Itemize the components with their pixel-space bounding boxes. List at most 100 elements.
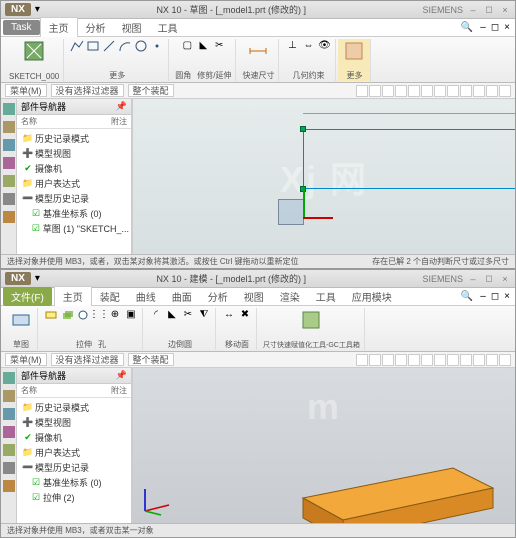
restore-icon[interactable]: ◻ [483,4,495,16]
chamfer-icon[interactable]: ◣ [165,308,179,322]
close-icon[interactable]: × [499,273,511,285]
doc-minimize-icon[interactable]: – [477,22,489,34]
rectangle-icon[interactable] [86,39,100,53]
minimize-icon[interactable]: – [467,273,479,285]
delete-face-icon[interactable]: ✖ [238,308,252,322]
show-cons-icon[interactable]: 👁 [317,39,331,53]
tab-home[interactable]: 主页 [54,286,92,307]
mini-icon[interactable] [473,85,485,97]
shell-icon[interactable]: ▣ [124,308,138,322]
trim-icon[interactable]: ✂ [212,39,226,53]
dim-horizontal[interactable] [303,113,515,114]
nav-icon[interactable] [3,139,15,151]
mini-icon[interactable] [460,354,472,366]
trim-body-icon[interactable]: ✂ [181,308,195,322]
panel-pin-icon[interactable]: 📌 [116,101,127,112]
mini-icon[interactable] [421,85,433,97]
mini-icon[interactable] [421,354,433,366]
mini-icon[interactable] [356,85,368,97]
datum-plane-icon[interactable] [44,308,58,322]
restore-icon[interactable]: ◻ [483,273,495,285]
doc-close-icon[interactable]: × [501,291,513,303]
tree-model-hist[interactable]: ➖模型历史记录 [19,460,129,475]
pattern-icon[interactable]: ⋮⋮ [92,308,106,322]
mini-icon[interactable] [499,354,511,366]
fillet-icon[interactable]: ▢ [180,39,194,53]
graphics-canvas[interactable]: Xj 网 [132,99,515,254]
sketch-handle[interactable] [300,126,306,132]
mini-icon[interactable] [447,85,459,97]
nav-icon[interactable] [3,121,15,133]
mini-icon[interactable] [395,354,407,366]
edge-blend-icon[interactable]: ◜ [149,308,163,322]
mini-icon[interactable] [499,85,511,97]
mini-icon[interactable] [486,354,498,366]
filter-select[interactable]: 没有选择过滤器 [51,353,124,366]
geo-cons-icon[interactable]: ⊥ [285,39,299,53]
circle-icon[interactable] [134,39,148,53]
search-icon[interactable]: 🔍 [457,291,477,302]
sketch-rectangle[interactable] [303,129,515,189]
more-icon[interactable] [342,39,366,63]
mini-icon[interactable] [434,85,446,97]
nav-icon[interactable] [3,103,15,115]
tab-tools[interactable]: 工具 [150,18,186,37]
mini-icon[interactable] [473,354,485,366]
nav-icon[interactable] [3,444,15,456]
mini-icon[interactable] [382,354,394,366]
tab-curve[interactable]: 曲线 [128,287,164,306]
hole-icon[interactable] [76,308,90,322]
tree-model-hist[interactable]: ➖模型历史记录 [19,191,129,206]
tree-user-exp[interactable]: 📁用户表达式 [19,176,129,191]
profile-icon[interactable] [70,39,84,53]
nav-icon[interactable] [3,372,15,384]
doc-minimize-icon[interactable]: – [477,291,489,303]
extrude-solid[interactable] [283,428,515,523]
nav-icon[interactable] [3,408,15,420]
extrude-icon[interactable] [60,308,74,322]
rapid-dim-icon[interactable] [246,39,270,63]
unite-icon[interactable]: ⊕ [108,308,122,322]
menu-button[interactable]: 菜单(M) [5,84,47,97]
nav-icon[interactable] [3,157,15,169]
gc-toolkit-icon[interactable] [299,308,323,332]
nav-icon[interactable] [3,480,15,492]
tree-history-mode[interactable]: 📁历史记录模式 [19,131,129,146]
mini-icon[interactable] [434,354,446,366]
tab-home[interactable]: 主页 [40,17,78,38]
tab-view[interactable]: 视图 [236,287,272,306]
move-face-icon[interactable]: ↔ [222,308,236,322]
scope-select[interactable]: 整个装配 [128,84,174,97]
search-icon[interactable]: 🔍 [457,22,477,33]
tree-datum[interactable]: ☑基准坐标系 (0) [19,475,129,490]
draft-icon[interactable]: ⧨ [197,308,211,322]
tree-datum[interactable]: ☑基准坐标系 (0) [19,206,129,221]
nav-icon[interactable] [3,462,15,474]
tree-model-views[interactable]: ➕模型视图 [19,415,129,430]
tree-model-views[interactable]: ➕模型视图 [19,146,129,161]
datum-csys[interactable] [278,199,304,225]
tab-file[interactable]: 文件(F) [3,287,52,306]
tree-history-mode[interactable]: 📁历史记录模式 [19,400,129,415]
tree-sketch[interactable]: ☑草图 (1) "SKETCH_... [19,221,129,236]
arc-icon[interactable] [118,39,132,53]
mini-icon[interactable] [369,354,381,366]
tab-view[interactable]: 视图 [114,18,150,37]
point-icon[interactable] [150,39,164,53]
mini-icon[interactable] [408,354,420,366]
mini-icon[interactable] [395,85,407,97]
mini-icon[interactable] [356,354,368,366]
tree-cameras[interactable]: ✔摄像机 [19,430,129,445]
tab-tools[interactable]: 工具 [308,287,344,306]
nav-icon[interactable] [3,193,15,205]
tree-extrude[interactable]: ☑拉伸 (2) [19,490,129,505]
tab-assembly[interactable]: 装配 [92,287,128,306]
tab-task[interactable]: Task [3,20,40,35]
nav-icon[interactable] [3,211,15,223]
close-icon[interactable]: × [499,4,511,16]
doc-restore-icon[interactable]: ◻ [489,22,501,34]
menu-button[interactable]: 菜单(M) [5,353,47,366]
mini-icon[interactable] [460,85,472,97]
mini-icon[interactable] [447,354,459,366]
tab-app[interactable]: 应用模块 [344,287,400,306]
